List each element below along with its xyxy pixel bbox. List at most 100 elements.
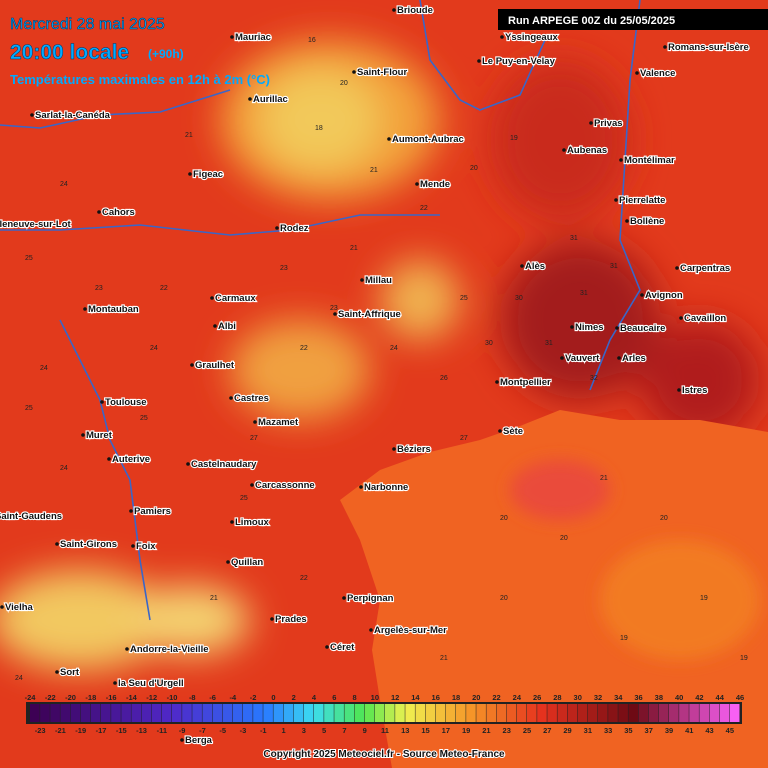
temperature: 25 [25, 255, 33, 262]
scale-label: -9 [179, 726, 186, 735]
scale-label: 14 [411, 693, 420, 702]
scale-label: -15 [116, 726, 127, 735]
city-label: Pamiers [134, 506, 171, 517]
city-label: Rodez [280, 223, 309, 234]
scale-cell [263, 704, 273, 722]
scale-cell [435, 704, 446, 722]
city-dot [495, 380, 499, 384]
city-dot [100, 400, 104, 404]
temperature: 21 [370, 167, 378, 174]
temperature: 32 [590, 375, 598, 382]
scale-label: 23 [503, 726, 511, 735]
temperature: 26 [440, 375, 448, 382]
city-label: Berga [185, 735, 213, 746]
scale-label: -11 [157, 726, 167, 735]
city-label: Yssingeaux [505, 32, 559, 43]
run-box [498, 9, 768, 30]
temperature: 20 [500, 595, 508, 602]
city-dot [83, 307, 87, 311]
city-dot [359, 485, 363, 489]
temperature: 25 [460, 295, 468, 302]
temperature: 23 [280, 265, 288, 272]
temperature: 30 [515, 295, 523, 302]
scale-label: 13 [401, 726, 409, 735]
scale-cell [567, 704, 578, 722]
city-label: Béziers [397, 444, 431, 455]
scale-cell [648, 704, 659, 722]
city-dot [253, 420, 257, 424]
scale-cell [628, 704, 639, 722]
city-dot [230, 520, 234, 524]
city-label: Albi [218, 321, 236, 332]
temperature: 27 [460, 435, 468, 442]
scale-cell [709, 704, 720, 722]
scale-label: 8 [352, 693, 356, 702]
temperature: 24 [390, 345, 398, 352]
city-dot [614, 198, 618, 202]
city-dot [615, 326, 619, 330]
scale-cell [293, 704, 304, 722]
city-label: Saint-Flour [357, 67, 407, 78]
scale-label: 46 [736, 693, 744, 702]
scale-label: 15 [421, 726, 429, 735]
city-dot [186, 462, 190, 466]
temperature: 24 [60, 465, 68, 472]
city-dot [560, 356, 564, 360]
scale-cell [303, 704, 314, 722]
city-label: Montpellier [500, 377, 551, 388]
city-dot [107, 457, 111, 461]
city-label: Avignon [645, 290, 683, 301]
scale-label: -19 [75, 726, 86, 735]
scale-cell [527, 704, 537, 722]
scale-label: -13 [136, 726, 147, 735]
temperature: 18 [315, 125, 323, 132]
city-dot [229, 396, 233, 400]
time: 20:00 locale [10, 41, 129, 64]
scale-cell [445, 704, 456, 722]
scale-label: 19 [462, 726, 470, 735]
city-label: Toulouse [105, 397, 147, 408]
city-label: Romans-sur-Isère [668, 42, 749, 53]
scale-cell [90, 704, 101, 722]
scale-cell [729, 704, 740, 722]
scale-label: 20 [472, 693, 480, 702]
scale-cell [466, 704, 476, 722]
scale-cell [354, 704, 365, 722]
scale-label: 31 [584, 726, 592, 735]
scale-label: -17 [96, 726, 107, 735]
city-dot [663, 45, 667, 49]
temperature: 25 [240, 495, 248, 502]
temperature: 21 [210, 595, 218, 602]
city-label: Argelès-sur-Mer [374, 625, 447, 636]
city-label: Nimes [575, 322, 604, 333]
city-dot [188, 172, 192, 176]
scale-label: 38 [655, 693, 663, 702]
temperature: 22 [160, 285, 168, 292]
scale-cell [618, 704, 628, 722]
temperature: 20 [500, 515, 508, 522]
city-label: Millau [365, 275, 392, 286]
temperature: 25 [140, 415, 148, 422]
city-dot [333, 312, 337, 316]
temperature: 31 [570, 235, 578, 242]
city-label: Carmaux [215, 293, 256, 304]
city-dot [0, 605, 4, 609]
sea [340, 410, 768, 768]
scale-label: 43 [705, 726, 713, 735]
rivers [0, 0, 641, 621]
scale-cell [182, 704, 192, 722]
city-dot [230, 35, 234, 39]
city-label: Carcassonne [255, 480, 315, 491]
city-dot [562, 148, 566, 152]
scale-cell [425, 704, 436, 722]
city-label: Andorre-la-Vieille [130, 644, 209, 655]
temperature: 21 [600, 475, 608, 482]
scale-cell [232, 704, 243, 722]
scale-label: 17 [442, 726, 450, 735]
city-label: Aubenas [567, 145, 607, 156]
city-dot [360, 278, 364, 282]
temperature: 22 [300, 575, 308, 582]
scale-label: 26 [533, 693, 541, 702]
city-dot [477, 59, 481, 63]
